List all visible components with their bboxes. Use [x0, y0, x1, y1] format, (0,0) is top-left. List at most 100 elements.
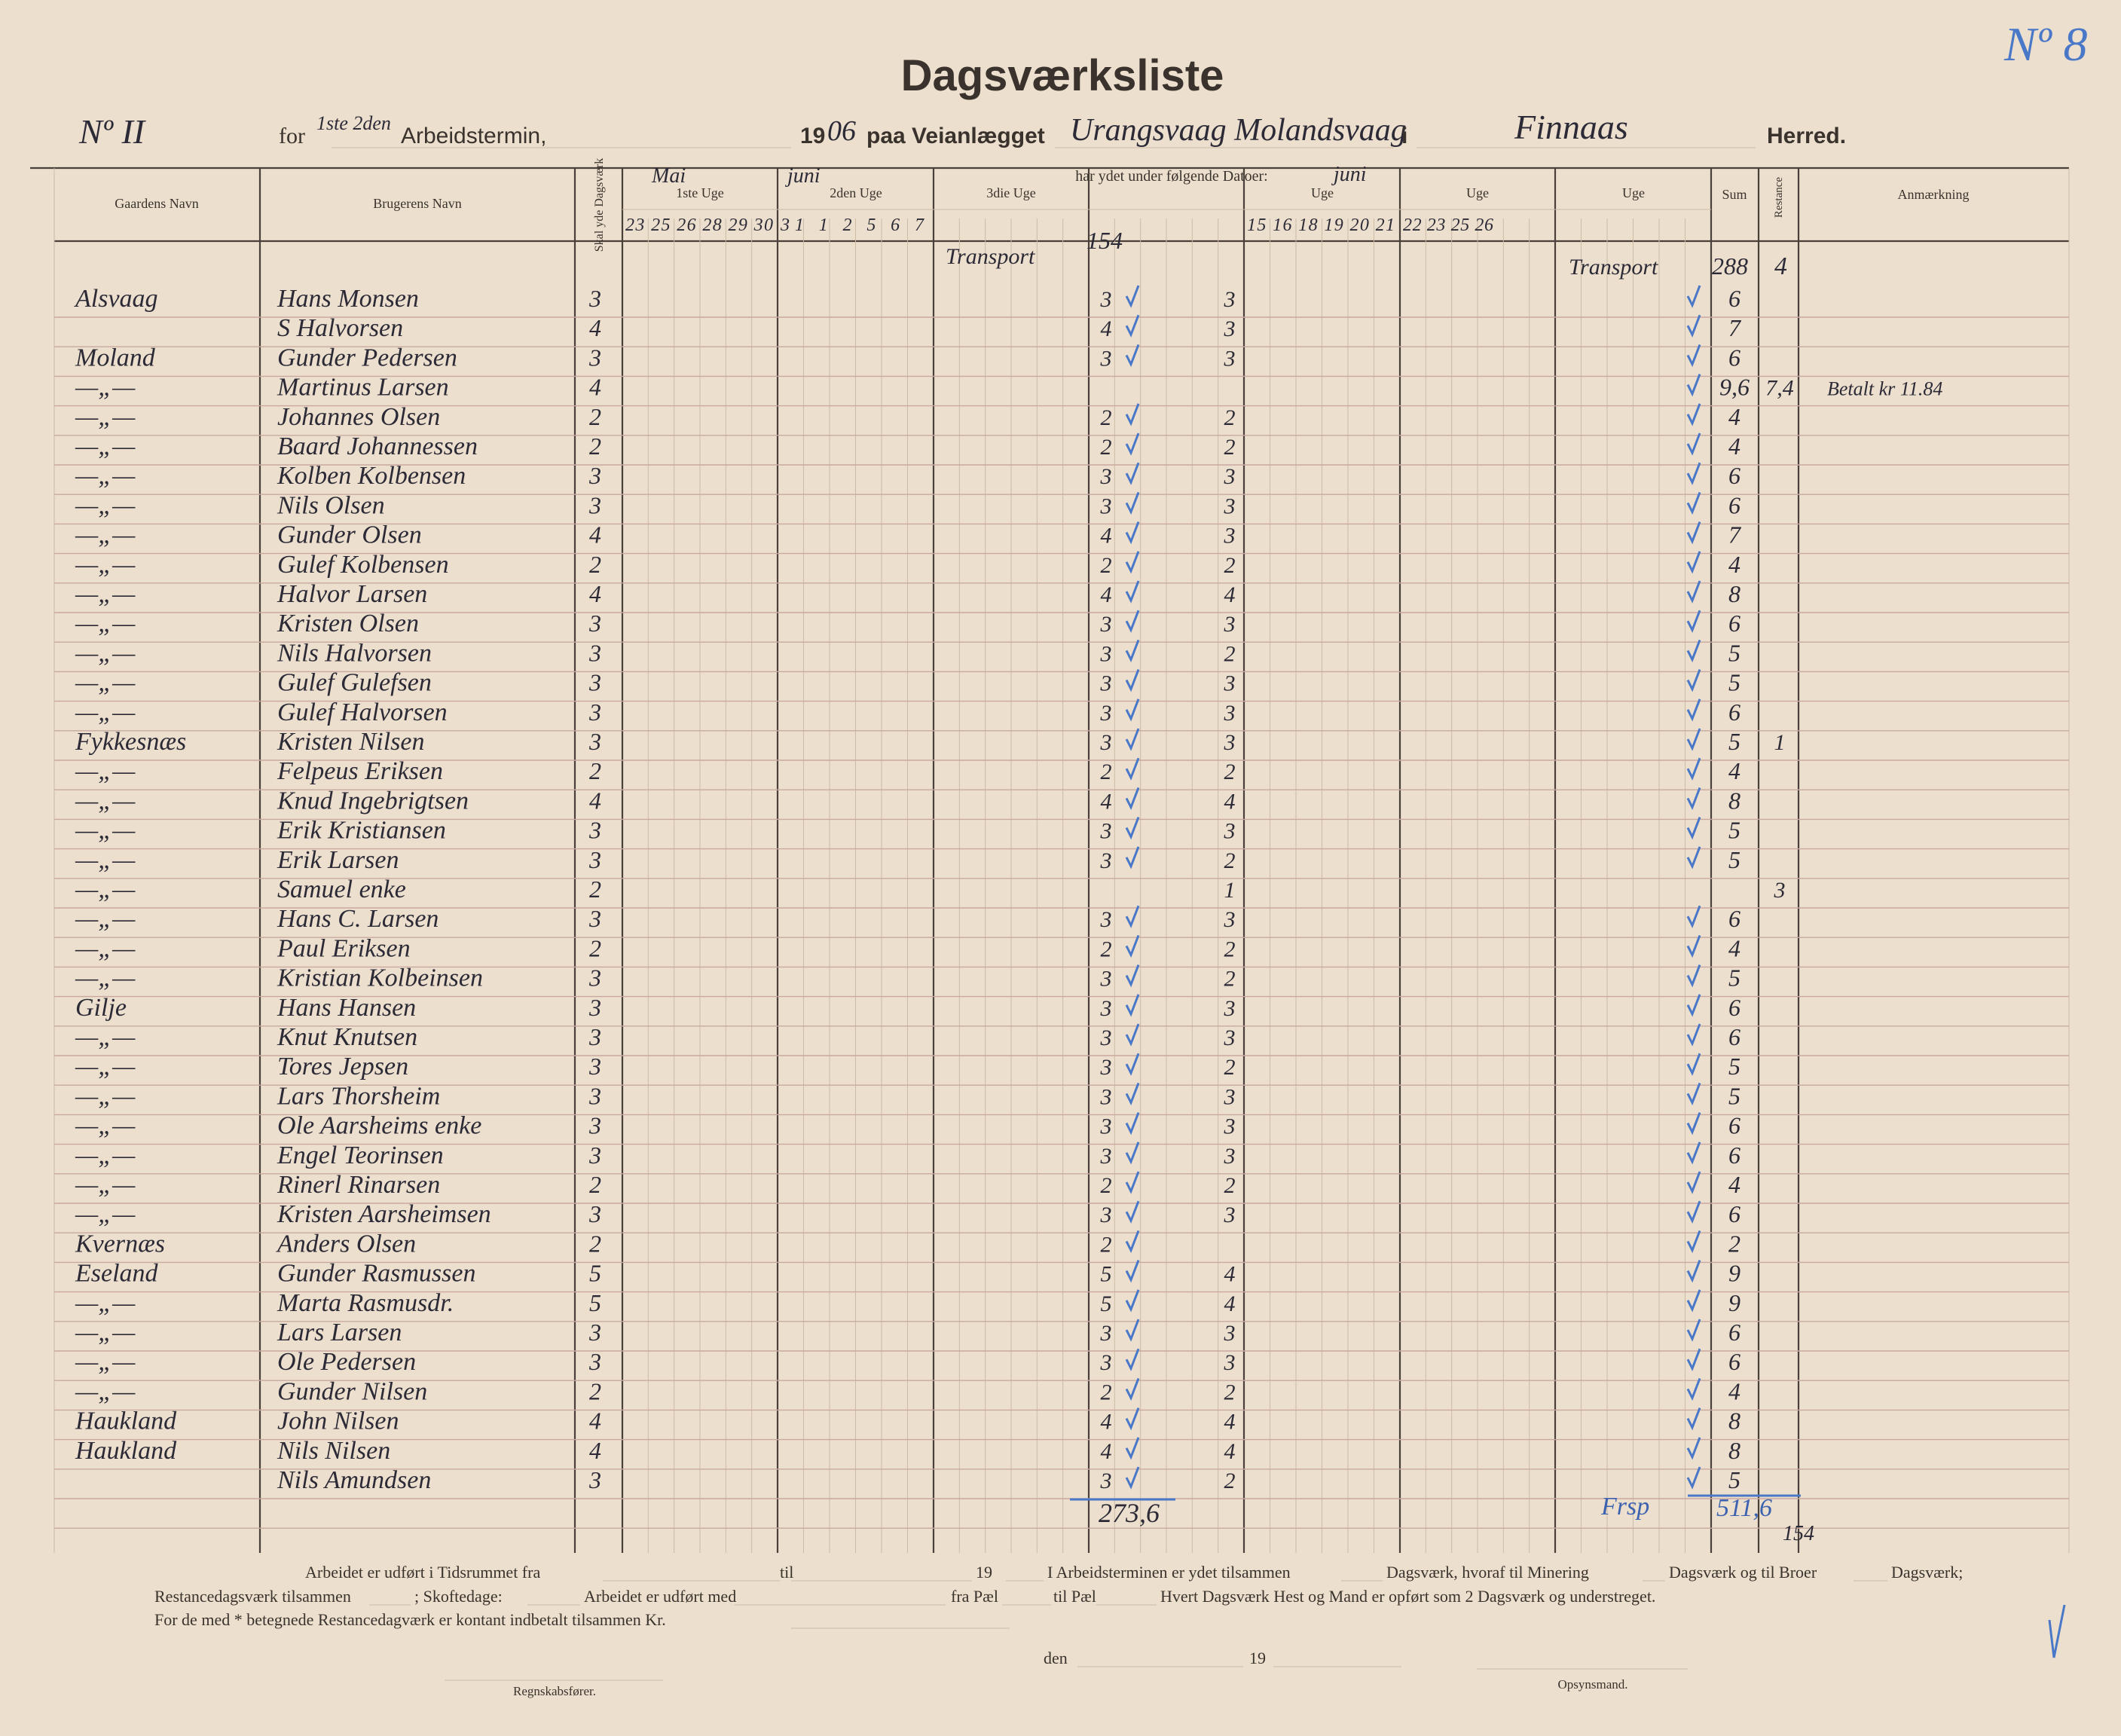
check-mark — [1686, 1319, 1701, 1342]
term-label: Arbeidstermin, — [401, 124, 546, 148]
week-label: Uge — [1311, 185, 1334, 200]
col-dates-heading: har ydet under følgende Datoer: — [1075, 168, 1267, 185]
row-sum: 4 — [1728, 551, 1741, 578]
row-sum: 5 — [1728, 728, 1741, 755]
days-required: 2 — [589, 876, 601, 903]
week-days: 3 — [1224, 1114, 1236, 1139]
signature-label: Regnskabsfører. — [513, 1684, 596, 1698]
check-mark — [1125, 403, 1140, 426]
check-mark — [1125, 1023, 1140, 1047]
title: Dagsværksliste — [901, 51, 1224, 100]
corner-number: Nº 8 — [2003, 17, 2088, 71]
week-days: 2 — [1224, 1055, 1236, 1080]
check-mark — [1686, 432, 1701, 456]
week-days: 3 — [1224, 612, 1236, 637]
days-required: 3 — [588, 1466, 601, 1493]
days-required: 2 — [589, 934, 601, 961]
week-days: 2 — [1101, 1232, 1112, 1257]
row-sum: 5 — [1728, 964, 1741, 992]
dates-week6: 22 23 25 26 — [1403, 215, 1493, 235]
user-name: Hans C. Larsen — [277, 905, 439, 933]
check-mark — [1125, 728, 1140, 751]
check-mark — [1686, 1348, 1701, 1371]
total-sum: 511,6 — [1716, 1494, 1772, 1522]
week-days: 3 — [1224, 1084, 1236, 1109]
row-sum: 4 — [1728, 403, 1741, 430]
week-days: 3 — [1224, 701, 1236, 726]
days-required: 3 — [588, 1082, 601, 1109]
week-days: 3 — [1100, 1469, 1112, 1493]
week-days: 2 — [1101, 937, 1112, 961]
farm-name: —„— — [75, 551, 136, 579]
month-label: Mai — [651, 164, 686, 188]
check-mark — [1125, 1437, 1140, 1460]
row-sum: 6 — [1728, 905, 1741, 932]
row-sum: 5 — [1728, 1082, 1741, 1109]
user-name: Engel Teorinsen — [277, 1142, 444, 1169]
week-days: 3 — [1100, 612, 1112, 637]
row-sum: 6 — [1728, 610, 1741, 637]
row-sum: 6 — [1728, 462, 1741, 489]
farm-name: Alsvaag — [74, 285, 158, 313]
week-days: 3 — [1224, 730, 1236, 755]
week-days: 2 — [1224, 1469, 1236, 1493]
week-days: 2 — [1224, 435, 1236, 460]
check-mark — [1125, 314, 1140, 338]
farm-name: —„— — [75, 964, 136, 992]
farm-name: —„— — [75, 846, 136, 874]
user-name: Lars Thorsheim — [277, 1082, 440, 1110]
row-sum: 9,6 — [1719, 374, 1750, 401]
user-name: Kristen Aarsheimsen — [277, 1200, 491, 1228]
row-sum: 6 — [1728, 1200, 1741, 1227]
check-mark — [1686, 403, 1701, 426]
check-mark — [1686, 285, 1701, 308]
week-days: 4 — [1101, 316, 1112, 341]
row-sum: 7 — [1728, 314, 1742, 341]
check-mark — [1125, 610, 1140, 633]
footer-text: til — [780, 1563, 793, 1582]
week-days: 2 — [1101, 1173, 1112, 1198]
days-required: 2 — [589, 1377, 601, 1404]
footer-text: den — [1044, 1649, 1068, 1667]
week-days: 4 — [1101, 582, 1112, 607]
week-days: 2 — [1101, 553, 1112, 578]
week-days: 3 — [1100, 848, 1112, 873]
col-note: Anmærkning — [1897, 187, 1969, 202]
row-sum: 6 — [1728, 1142, 1741, 1169]
check-mark — [1686, 1230, 1701, 1254]
days-required: 3 — [588, 964, 601, 992]
days-required: 3 — [588, 344, 601, 371]
week-days: 4 — [1101, 524, 1112, 549]
check-mark — [1125, 1377, 1140, 1401]
week-days: 3 — [1100, 996, 1112, 1021]
row-restance: 7,4 — [1765, 376, 1794, 401]
check-mark — [1125, 344, 1140, 368]
week-days: 2 — [1101, 405, 1112, 430]
farm-name: —„— — [75, 462, 136, 490]
transport-restance: 4 — [1774, 252, 1787, 280]
days-required: 3 — [588, 994, 601, 1021]
row-sum: 5 — [1728, 669, 1741, 696]
row-sum: 6 — [1728, 1348, 1741, 1375]
week-days: 3 — [1224, 1203, 1236, 1227]
week-days: 4 — [1224, 582, 1236, 607]
check-mark — [1686, 669, 1701, 692]
check-mark — [1125, 1112, 1140, 1135]
week-days: 2 — [1224, 405, 1236, 430]
days-required: 3 — [588, 1142, 601, 1169]
week-days: 4 — [1224, 1262, 1236, 1287]
farm-name: —„— — [75, 817, 136, 845]
week-days: 3 — [1100, 287, 1112, 312]
check-mark — [1125, 1260, 1140, 1283]
check-mark — [1125, 846, 1140, 870]
check-mark — [1686, 1023, 1701, 1047]
week-days: 2 — [1224, 937, 1236, 961]
user-name: Hans Hansen — [277, 994, 416, 1022]
check-mark — [1125, 1466, 1140, 1490]
days-required: 3 — [588, 1112, 601, 1139]
week-days: 3 — [1100, 464, 1112, 489]
footer-text: 19 — [1249, 1649, 1266, 1667]
farm-name: —„— — [75, 787, 136, 815]
